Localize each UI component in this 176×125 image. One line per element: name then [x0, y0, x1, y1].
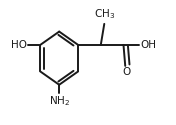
Text: O: O: [123, 67, 131, 77]
Text: CH$_3$: CH$_3$: [94, 8, 115, 21]
Text: HO: HO: [11, 40, 27, 50]
Text: OH: OH: [140, 40, 156, 50]
Text: NH$_2$: NH$_2$: [49, 94, 70, 108]
